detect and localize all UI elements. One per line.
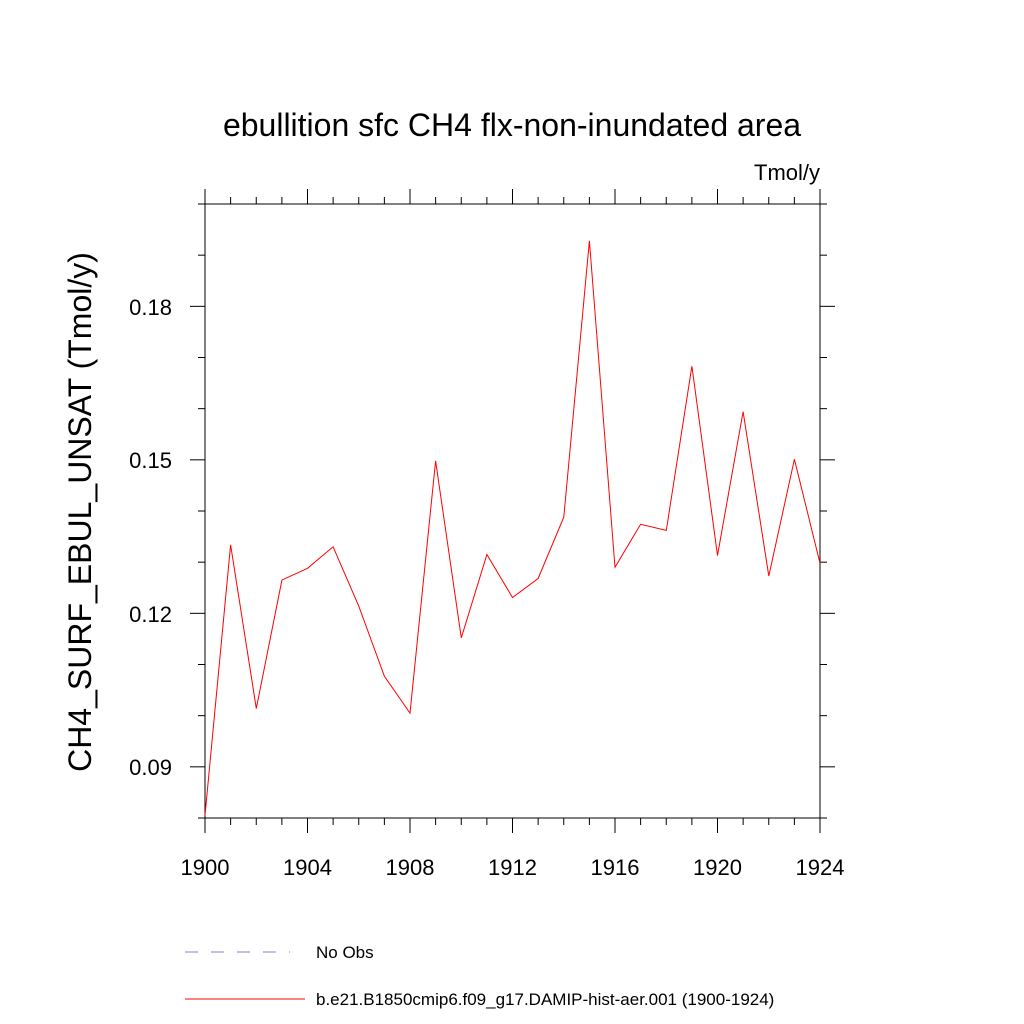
chart-title: ebullition sfc CH4 flx-non-inundated are… xyxy=(223,107,801,143)
legend-label-series: b.e21.B1850cmip6.f09_g17.DAMIP-hist-aer.… xyxy=(316,990,774,1009)
x-tick-label: 1924 xyxy=(796,855,845,880)
units-label: Tmol/y xyxy=(754,160,820,185)
y-axis-ticks xyxy=(190,203,835,819)
x-tick-label: 1912 xyxy=(488,855,537,880)
x-tick-label: 1900 xyxy=(181,855,230,880)
legend: No Obs b.e21.B1850cmip6.f09_g17.DAMIP-hi… xyxy=(185,943,774,1009)
y-tick-label: 0.09 xyxy=(129,755,172,780)
x-tick-label: 1908 xyxy=(386,855,435,880)
x-axis-tick-labels: 1900 1904 1908 1912 1916 1920 1924 xyxy=(181,855,845,880)
y-tick-label: 0.18 xyxy=(129,295,172,320)
y-axis-label: CH4_SURF_EBUL_UNSAT (Tmol/y) xyxy=(62,252,98,772)
series-points xyxy=(204,239,822,817)
y-axis-tick-labels: 0.09 0.12 0.15 0.18 xyxy=(129,295,172,780)
y-tick-label: 0.15 xyxy=(129,448,172,473)
plot-frame xyxy=(204,203,821,819)
x-tick-label: 1920 xyxy=(693,855,742,880)
x-tick-label: 1916 xyxy=(591,855,640,880)
series-line xyxy=(204,240,821,816)
y-tick-label: 0.12 xyxy=(129,602,172,627)
legend-label-no-obs: No Obs xyxy=(316,943,374,962)
x-tick-label: 1904 xyxy=(283,855,332,880)
x-axis-ticks xyxy=(204,189,821,833)
